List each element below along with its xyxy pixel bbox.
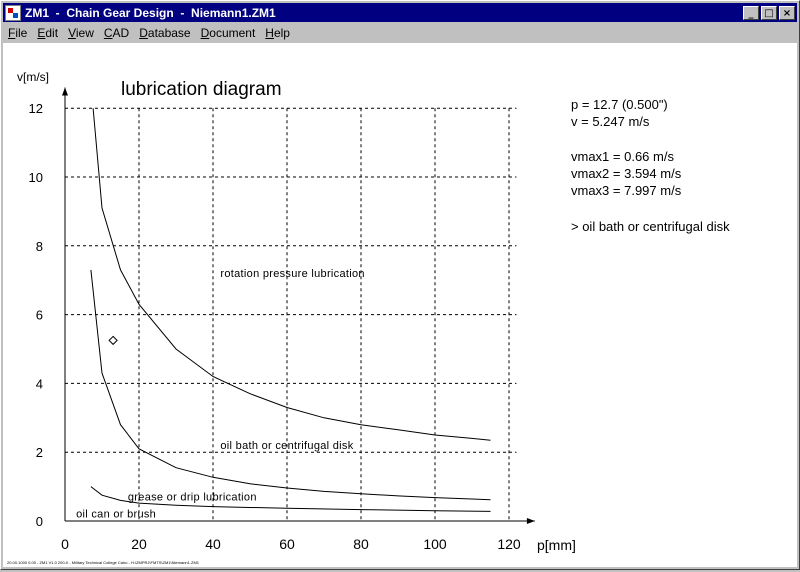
menu-document[interactable]: Document xyxy=(200,25,256,40)
region-label: grease or drip lubrication xyxy=(128,491,257,503)
operating-point-marker xyxy=(108,335,118,346)
menu-view[interactable]: View xyxy=(68,25,94,40)
x-tick-label: 100 xyxy=(423,536,447,552)
curves xyxy=(90,108,491,512)
chart-title: lubrication diagram xyxy=(121,79,282,100)
lubrication-chart: 0 20 40 60 80 100 120 0 2 4 6 8 10 12 rotation pressu… xyxy=(7,70,730,565)
y-axis-label: v[m/s] xyxy=(17,70,49,84)
grid xyxy=(65,107,517,521)
y-tick-label: 4 xyxy=(36,376,43,391)
x-axis-arrow xyxy=(526,518,535,524)
info-vmax2: vmax2 = 3.594 m/s xyxy=(571,166,682,181)
menu-cad[interactable]: CAD xyxy=(103,25,130,40)
info-panel: p = 12.7 (0.500") v = 5.247 m/s vmax1 = … xyxy=(571,97,730,234)
y-tick-label: 10 xyxy=(29,170,43,185)
maximize-button[interactable]: □ xyxy=(761,5,777,20)
minimize-button[interactable]: _ xyxy=(743,5,759,20)
close-button[interactable]: × xyxy=(779,5,795,20)
region-labels: rotation pressure lubrication oil bath or… xyxy=(76,268,364,521)
boundary-curve xyxy=(90,269,491,501)
footer-status: 20.00.1000 0.00 - ZM1 V1.0 200-0 - Milit… xyxy=(7,560,200,565)
axes xyxy=(62,87,535,524)
y-tick-label: 6 xyxy=(36,308,43,323)
info-pitch: p = 12.7 (0.500") xyxy=(571,97,668,112)
info-velocity: v = 5.247 m/s xyxy=(571,114,650,129)
x-tick-label: 120 xyxy=(497,536,521,552)
operating-point xyxy=(108,335,118,346)
tick-labels: 0 20 40 60 80 100 120 0 2 4 6 8 10 12 xyxy=(29,101,521,552)
x-tick-label: 0 xyxy=(61,536,69,552)
boundary-curve xyxy=(90,486,491,512)
region-label: rotation pressure lubrication xyxy=(220,268,364,280)
region-label: oil bath or centrifugal disk xyxy=(220,440,353,452)
y-tick-label: 0 xyxy=(36,514,43,529)
x-tick-label: 60 xyxy=(279,536,295,552)
menu-edit[interactable]: Edit xyxy=(37,25,59,40)
window-title: ZM1 - Chain Gear Design - Niemann1.ZM1 xyxy=(25,5,276,20)
title-bar[interactable]: ZM1 - Chain Gear Design - Niemann1.ZM1 _… xyxy=(3,3,797,22)
menu-file[interactable]: File xyxy=(8,25,28,40)
y-tick-label: 12 xyxy=(29,101,43,116)
region-label: oil can or brush xyxy=(76,509,156,521)
menu-database[interactable]: Database xyxy=(139,25,191,40)
info-recommendation: > oil bath or centrifugal disk xyxy=(571,219,730,234)
boundary-curve xyxy=(92,108,491,441)
info-vmax3: vmax3 = 7.997 m/s xyxy=(571,183,682,198)
y-tick-label: 2 xyxy=(36,445,43,460)
x-tick-label: 20 xyxy=(131,536,147,552)
menu-help[interactable]: Help xyxy=(265,25,290,40)
drawing-canvas[interactable]: 0 20 40 60 80 100 120 0 2 4 6 8 10 12 rotation pressu… xyxy=(3,43,797,567)
y-tick-label: 8 xyxy=(36,239,43,254)
menu-bar: File Edit View CAD Database Document Hel… xyxy=(3,23,797,42)
app-icon[interactable] xyxy=(5,4,21,21)
info-vmax1: vmax1 = 0.66 m/s xyxy=(571,149,674,164)
window-controls: _ □ × xyxy=(741,5,795,20)
y-axis-arrow xyxy=(62,87,68,96)
x-tick-label: 40 xyxy=(205,536,221,552)
x-tick-label: 80 xyxy=(353,536,369,552)
x-axis-label: p[mm] xyxy=(537,537,576,553)
